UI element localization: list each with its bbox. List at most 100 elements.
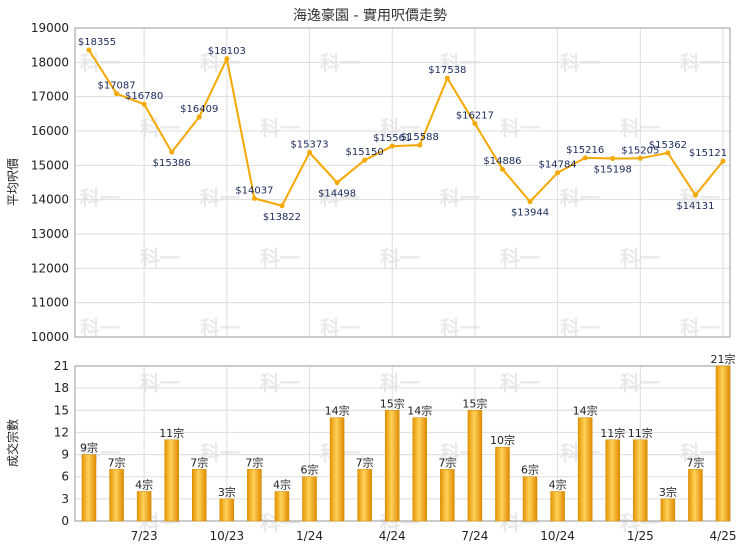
volume-y-tick-label: 18 xyxy=(54,381,69,395)
price-point-label: $15373 xyxy=(290,140,328,151)
volume-bar-label: 4宗 xyxy=(549,477,567,491)
volume-bars: 9宗7宗4宗11宗7宗3宗7宗4宗6宗14宗7宗15宗14宗7宗15宗10宗6宗… xyxy=(80,352,736,522)
price-point xyxy=(251,195,257,201)
volume-bar xyxy=(688,469,703,522)
price-point-label: $15121 xyxy=(689,148,727,159)
watermark-text: 科一 xyxy=(320,186,360,210)
price-y-tick-label: 15000 xyxy=(31,158,69,172)
watermark-text: 科一 xyxy=(80,51,120,75)
price-point xyxy=(334,180,340,186)
price-point xyxy=(637,155,643,161)
x-tick-label: 7/23 xyxy=(131,529,158,543)
price-point xyxy=(720,158,726,164)
volume-bar xyxy=(522,476,538,522)
volume-bar xyxy=(715,365,731,522)
price-gridlines xyxy=(75,27,730,338)
volume-bar-label: 6宗 xyxy=(301,463,319,477)
price-y-tick-label: 18000 xyxy=(31,55,69,69)
price-y-tick-label: 12000 xyxy=(31,261,69,275)
volume-bar-label: 6宗 xyxy=(521,463,539,477)
price-point xyxy=(499,166,505,172)
volume-y-tick-label: 0 xyxy=(61,514,69,528)
watermark-text: 科一 xyxy=(680,316,720,340)
volume-bar xyxy=(357,469,372,522)
price-y-tick-label: 10000 xyxy=(31,330,69,344)
volume-bar-label: 14宗 xyxy=(407,404,432,418)
price-point-label: $13822 xyxy=(263,212,301,223)
volume-y-axis-label: 成交宗數 xyxy=(5,419,20,467)
price-plot-area xyxy=(74,27,731,338)
volume-bar-label: 7宗 xyxy=(108,455,126,469)
volume-bar-label: 4宗 xyxy=(135,477,153,491)
price-point-label: $15561 xyxy=(373,133,411,144)
price-point xyxy=(86,47,92,53)
watermark-text: 科一 xyxy=(200,186,240,210)
watermark-text: 科一 xyxy=(200,441,240,465)
watermark-text: 科一 xyxy=(260,116,300,140)
x-tick-label: 10/23 xyxy=(210,529,245,543)
volume-bar-label: 4宗 xyxy=(273,477,291,491)
volume-bar-label: 7宗 xyxy=(245,455,263,469)
watermark-text: 科一 xyxy=(380,371,420,395)
watermark-text: 科一 xyxy=(500,371,540,395)
volume-bar xyxy=(577,417,593,522)
volume-bar-label: 21宗 xyxy=(711,352,736,366)
watermark-text: 科一 xyxy=(440,316,480,340)
watermark-text: 科一 xyxy=(680,51,720,75)
price-y-tick-label: 14000 xyxy=(31,193,69,207)
volume-bar xyxy=(274,491,290,522)
watermark-text: 科一 xyxy=(500,116,540,140)
volume-y-tick-label: 3 xyxy=(61,492,69,506)
volume-bar xyxy=(412,417,428,522)
price-point-label: $15362 xyxy=(649,140,687,151)
x-tick-label: 4/24 xyxy=(379,529,406,543)
price-y-tick-label: 16000 xyxy=(31,124,69,138)
price-point xyxy=(417,142,423,148)
watermark-text: 科一 xyxy=(80,186,120,210)
price-point xyxy=(224,56,230,62)
volume-bar xyxy=(247,469,262,522)
volume-bar-label: 7宗 xyxy=(686,455,704,469)
volume-bar xyxy=(164,439,179,522)
volume-bar-label: 11宗 xyxy=(600,426,625,440)
watermark-text: 科一 xyxy=(680,441,720,465)
volume-bar-label: 14宗 xyxy=(573,404,598,418)
volume-y-tick-label: 12 xyxy=(54,425,69,439)
watermark-text: 科一 xyxy=(560,51,600,75)
price-y-tick-label: 13000 xyxy=(31,227,69,241)
x-tick-label: 4/25 xyxy=(710,529,737,543)
volume-bar xyxy=(467,410,483,522)
price-point xyxy=(307,150,313,156)
price-point-label: $16780 xyxy=(125,91,163,102)
x-tick-label: 1/24 xyxy=(296,529,323,543)
price-point xyxy=(582,155,588,161)
watermark-text: 科一 xyxy=(260,371,300,395)
volume-bar-label: 11宗 xyxy=(628,426,653,440)
price-point-label: $14037 xyxy=(235,185,273,196)
volume-y-ticks: 0 3 6 9 12 15 18 21 xyxy=(54,359,69,528)
watermark-text: 科一 xyxy=(320,51,360,75)
volume-bar-label: 7宗 xyxy=(438,455,456,469)
price-point-label: $17538 xyxy=(428,65,466,76)
volume-bar-label: 15宗 xyxy=(462,396,487,410)
watermark-text: 科一 xyxy=(440,51,480,75)
price-point-label: $15216 xyxy=(566,145,604,156)
volume-bar xyxy=(384,410,400,522)
watermark-text: 科一 xyxy=(380,116,420,140)
price-point xyxy=(362,157,368,163)
price-y-tick-label: 17000 xyxy=(31,90,69,104)
price-point-label: $14886 xyxy=(483,156,521,167)
x-tick-label: 1/25 xyxy=(627,529,654,543)
volume-y-tick-label: 21 xyxy=(54,359,69,373)
volume-bar-label: 3宗 xyxy=(218,485,236,499)
volume-bar xyxy=(495,446,510,522)
watermark-text: 科一 xyxy=(560,316,600,340)
volume-bar xyxy=(219,498,235,522)
volume-bar xyxy=(550,491,565,522)
watermark-text: 科一 xyxy=(140,371,180,395)
price-point xyxy=(444,75,450,81)
price-point xyxy=(527,199,533,205)
volume-bar xyxy=(633,439,648,522)
price-point xyxy=(196,114,202,120)
price-point xyxy=(692,192,698,198)
